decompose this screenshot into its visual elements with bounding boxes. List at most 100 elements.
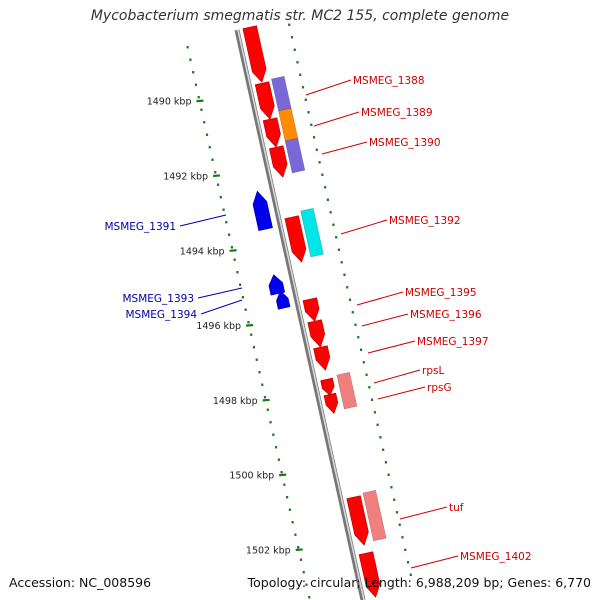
forward-track-dot [351, 311, 354, 314]
forward-gene-arrow-10[interactable] [307, 319, 326, 348]
backbone-line [234, 29, 366, 600]
reverse-track-dot [197, 96, 200, 99]
cog-feature-block-3[interactable] [284, 137, 306, 174]
kbp-tick-mark [229, 249, 237, 252]
forward-track-dot [370, 398, 374, 401]
cog-feature-block-4[interactable] [300, 207, 324, 258]
forward-track-dot [332, 223, 335, 226]
cog-feature-block-6[interactable] [362, 489, 387, 542]
forward-gene-arrow-2[interactable] [254, 81, 275, 120]
reverse-track-dot [263, 396, 267, 399]
kbp-tick-label: 1492 kbp [163, 172, 208, 183]
reverse-track-dot [211, 158, 214, 161]
forward-track-dot [348, 298, 352, 301]
forward-track-dot [384, 461, 388, 464]
reverse-track-dot [283, 483, 286, 486]
forward-track-dot [346, 286, 349, 289]
gene-label-msmeg-1391[interactable]: MSMEG_1391 [104, 221, 176, 233]
forward-gene-arrow-3[interactable] [262, 117, 281, 148]
label-leader-line [305, 79, 352, 96]
kbp-tick-mark [245, 323, 254, 327]
gene-label-msmeg-1394[interactable]: MSMEG_1394 [125, 309, 197, 321]
reverse-track-dot [261, 383, 264, 386]
forward-gene-arrow-6[interactable] [284, 215, 307, 263]
reverse-track-dot [294, 533, 297, 536]
accession-label: Accession: NC_008596 [9, 575, 152, 590]
reverse-track-dot [205, 133, 209, 136]
forward-track-dot [357, 336, 360, 339]
forward-track-dot [293, 48, 296, 51]
forward-track-dot [398, 523, 401, 526]
label-leader-line [377, 386, 426, 400]
forward-track-dot [401, 536, 404, 539]
genome-summary-label: Topology: circular; Length: 6,988,209 bp… [247, 575, 591, 590]
forward-gene-arrow-15[interactable] [358, 551, 381, 598]
forward-track-dot [404, 548, 407, 551]
forward-track-dot [326, 198, 329, 201]
gene-label-rpsl[interactable]: rpsL [422, 365, 444, 377]
forward-track-dot [296, 61, 299, 64]
reverse-track-dot [277, 458, 280, 461]
forward-gene-arrow-1[interactable] [242, 25, 267, 83]
reverse-track-dot [244, 308, 247, 311]
forward-track-dot [365, 373, 368, 376]
forward-track-dot [376, 423, 379, 426]
gene-label-msmeg-1389[interactable]: MSMEG_1389 [361, 107, 433, 119]
reverse-track-dot [302, 571, 305, 574]
forward-track-dot [312, 136, 316, 139]
forward-track-dot [409, 573, 412, 576]
forward-gene-arrow-14[interactable] [346, 495, 369, 546]
forward-track-dot [343, 273, 346, 276]
gene-track [242, 25, 381, 598]
forward-track-dot [290, 36, 294, 39]
reverse-gene-arrow-8[interactable] [276, 290, 291, 310]
forward-gene-arrow-12[interactable] [320, 377, 335, 396]
reverse-track-dot [225, 221, 228, 224]
label-leader-line [356, 291, 404, 306]
reverse-gene-arrow-7[interactable] [268, 274, 286, 296]
cog-feature-block-5[interactable] [336, 371, 358, 410]
forward-track-dot [329, 211, 332, 214]
gene-label-msmeg-1395[interactable]: MSMEG_1395 [405, 287, 477, 299]
forward-gene-arrow-4[interactable] [269, 145, 288, 178]
gene-label-rpsg[interactable]: rpsG [427, 382, 452, 394]
label-leader-line [179, 214, 227, 227]
forward-track-dot [359, 348, 363, 351]
reverse-track-dot [192, 71, 195, 74]
forward-track-dot [318, 161, 321, 164]
forward-track-dot [307, 111, 310, 114]
reverse-track-dot [203, 121, 206, 124]
gene-label-msmeg-1397[interactable]: MSMEG_1397 [417, 336, 489, 348]
forward-gene-arrow-13[interactable] [323, 392, 339, 414]
cog-feature-block-2[interactable] [278, 107, 299, 142]
forward-track-dot [337, 248, 341, 251]
label-leader-line [340, 219, 388, 235]
reverse-track-dot [266, 408, 269, 411]
gene-label-msmeg-1396[interactable]: MSMEG_1396 [410, 309, 482, 321]
cog-feature-track [271, 75, 387, 542]
reverse-track-dot [216, 183, 220, 186]
forward-track-dot [288, 23, 291, 26]
kbp-tick-mark [196, 99, 204, 103]
gene-label-msmeg-1388[interactable]: MSMEG_1388 [353, 75, 425, 87]
gene-label-msmeg-1393[interactable]: MSMEG_1393 [122, 293, 194, 305]
kbp-ticks: 1490 kbp 1492 kbp 1494 kbp 1496 kbp 1498 kbp… [147, 97, 303, 557]
forward-gene-arrow-11[interactable] [313, 345, 331, 371]
gene-label-tuf[interactable]: tuf [449, 502, 464, 514]
gene-label-msmeg-1392[interactable]: MSMEG_1392 [389, 215, 461, 227]
forward-track-dot [301, 86, 305, 89]
gene-label-msmeg-1402[interactable]: MSMEG_1402 [460, 551, 532, 563]
gene-label-msmeg-1390[interactable]: MSMEG_1390 [369, 137, 441, 149]
forward-track-dot [395, 511, 399, 514]
forward-gene-arrow-9[interactable] [302, 297, 320, 322]
reverse-track-dot [194, 83, 198, 86]
reverse-track-dot [308, 596, 311, 599]
kbp-tick-label: 1494 kbp [180, 246, 225, 257]
forward-track-dot [335, 236, 338, 239]
forward-track-dot [310, 123, 313, 126]
kbp-tick-label: 1500 kbp [229, 471, 274, 482]
forward-track-dot [390, 486, 393, 489]
reverse-gene-arrow-5[interactable] [252, 190, 273, 232]
reverse-track-dot [299, 558, 303, 561]
